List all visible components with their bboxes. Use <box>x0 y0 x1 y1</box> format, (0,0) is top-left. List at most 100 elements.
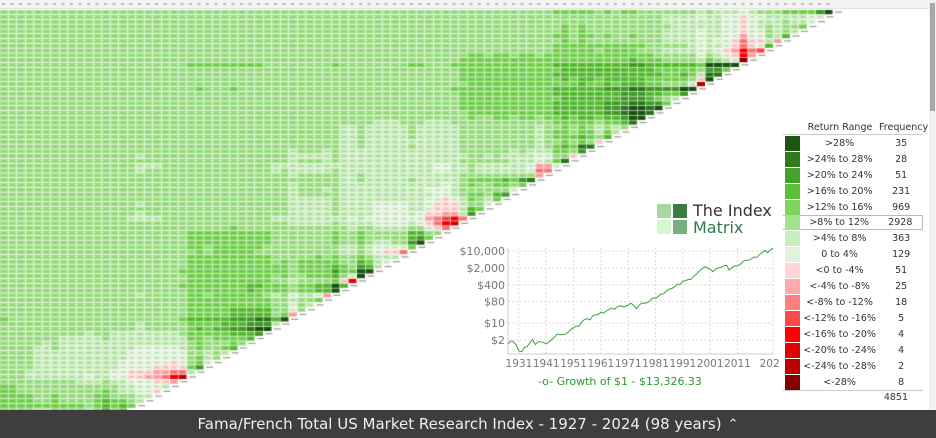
color-swatch <box>785 279 800 294</box>
frequency: 5 <box>898 313 905 324</box>
color-swatch <box>785 136 800 151</box>
growth-line <box>507 247 774 353</box>
color-swatch <box>785 263 800 278</box>
color-swatch <box>785 231 800 246</box>
frequency: 51 <box>895 265 908 276</box>
logo-square <box>673 204 687 218</box>
legend-row[interactable]: <-24% to -28% 2 <box>783 358 923 374</box>
legend-row[interactable]: >16% to 20% 231 <box>783 183 923 199</box>
return-range: <-28% <box>823 377 856 388</box>
color-swatch <box>785 327 800 342</box>
legend-row[interactable]: >28% 35 <box>783 135 923 151</box>
x-tick-label: 1961 <box>588 358 615 370</box>
legend-row[interactable]: <-12% to -16% 5 <box>783 310 923 326</box>
x-tick-label: 1951 <box>560 358 587 370</box>
legend-row[interactable]: <-4% to -8% 25 <box>783 278 923 294</box>
legend-marker-icon: -o- <box>538 375 554 388</box>
x-tick-label: 1971 <box>615 358 642 370</box>
color-swatch <box>785 152 800 167</box>
legend-row[interactable]: <-28% 8 <box>783 374 923 390</box>
scrollbar-thumb[interactable] <box>930 3 935 111</box>
y-tick-label: $10,000 <box>460 245 506 258</box>
return-range: <-8% to -12% <box>806 297 873 308</box>
index-matrix-logo: The Index Matrix <box>657 201 777 238</box>
y-tick-label: $400 <box>477 279 505 292</box>
frequency: 4 <box>898 329 905 340</box>
return-range: >4% to 8% <box>812 233 867 244</box>
frequency: 2928 <box>888 217 913 228</box>
growth-legend-label: Growth of $1 - $13,326.33 <box>556 375 702 388</box>
frequency-total: 4851 <box>883 392 908 403</box>
color-swatch <box>785 247 800 262</box>
return-range: >24% to 28% <box>806 154 873 165</box>
return-range: <0 to -4% <box>815 265 864 276</box>
legend-row[interactable]: >8% to 12% 2928 <box>783 215 923 230</box>
legend-row[interactable]: >12% to 16% 969 <box>783 199 923 215</box>
color-swatch <box>785 184 800 199</box>
growth-legend[interactable]: -o- Growth of $1 - $13,326.33 <box>538 375 702 388</box>
logo-line2: Matrix <box>693 218 744 237</box>
return-range: >12% to 16% <box>806 202 873 213</box>
return-range: <-4% to -8% <box>809 281 870 292</box>
color-swatch <box>785 215 800 230</box>
frequency: 51 <box>895 170 908 181</box>
color-swatch <box>785 343 800 358</box>
index-title: Fama/French Total US Market Research Ind… <box>197 415 722 433</box>
frequency: 18 <box>895 297 908 308</box>
legend-row[interactable]: <-8% to -12% 18 <box>783 294 923 310</box>
header-frequency: Frequency <box>879 121 929 133</box>
header-return-range: Return Range <box>807 121 873 133</box>
x-tick-label: 1941 <box>533 358 560 370</box>
chevron-up-icon[interactable]: ⌃ <box>727 416 739 432</box>
x-tick-label: 1981 <box>642 358 669 370</box>
legend-row[interactable]: >24% to 28% 28 <box>783 151 923 167</box>
frequency: 4 <box>898 345 905 356</box>
legend-row[interactable]: <-20% to -24% 4 <box>783 342 923 358</box>
x-tick-label: 2001 <box>697 358 724 370</box>
return-range: <-12% to -16% <box>803 313 876 324</box>
legend-row[interactable]: <-16% to -20% 4 <box>783 326 923 342</box>
logo-square <box>657 204 671 218</box>
color-swatch <box>785 295 800 310</box>
frequency: 363 <box>892 233 911 244</box>
return-range-legend: Return Range Frequency >28% 35 >24% to 2… <box>783 120 929 404</box>
legend-row[interactable]: 0 to 4% 129 <box>783 246 923 262</box>
x-tick-label: 1931 <box>506 358 533 370</box>
return-range: >8% to 12% <box>809 217 870 228</box>
return-range: <-24% to -28% <box>803 361 876 372</box>
vertical-scrollbar[interactable] <box>929 0 936 410</box>
return-range: 0 to 4% <box>821 249 858 260</box>
legend-row[interactable]: <0 to -4% 51 <box>783 262 923 278</box>
return-range: >20% to 24% <box>806 170 873 181</box>
x-tick-label: 2024 <box>760 358 780 370</box>
x-tick-label: 1991 <box>669 358 696 370</box>
return-matrix[interactable] <box>0 0 929 410</box>
frequency: 2 <box>898 361 905 372</box>
logo-line1: The Index <box>693 201 772 220</box>
frequency: 231 <box>892 186 911 197</box>
x-tick-label: 2011 <box>724 358 751 370</box>
frequency: 35 <box>895 138 908 149</box>
return-range: >28% <box>825 138 855 149</box>
return-range: >16% to 20% <box>806 186 873 197</box>
return-range: <-16% to -20% <box>803 329 876 340</box>
color-swatch <box>785 375 800 390</box>
legend-row[interactable]: >20% to 24% 51 <box>783 167 923 183</box>
logo-square <box>657 220 671 234</box>
frequency: 28 <box>895 154 908 165</box>
return-range: <-20% to -24% <box>803 345 876 356</box>
y-tick-label: $10 <box>484 317 505 330</box>
y-tick-label: $80 <box>484 296 505 309</box>
legend-row[interactable]: >4% to 8% 363 <box>783 230 923 246</box>
color-swatch <box>785 168 800 183</box>
logo-square <box>673 220 687 234</box>
y-tick-label: $2 <box>491 334 505 347</box>
frequency: 25 <box>895 281 908 292</box>
frequency: 129 <box>892 249 911 260</box>
y-tick-label: $2,000 <box>467 262 506 275</box>
frequency: 8 <box>898 377 905 388</box>
index-selector-bar[interactable]: Fama/French Total US Market Research Ind… <box>0 410 936 438</box>
color-swatch <box>785 200 800 215</box>
color-swatch <box>785 359 800 374</box>
